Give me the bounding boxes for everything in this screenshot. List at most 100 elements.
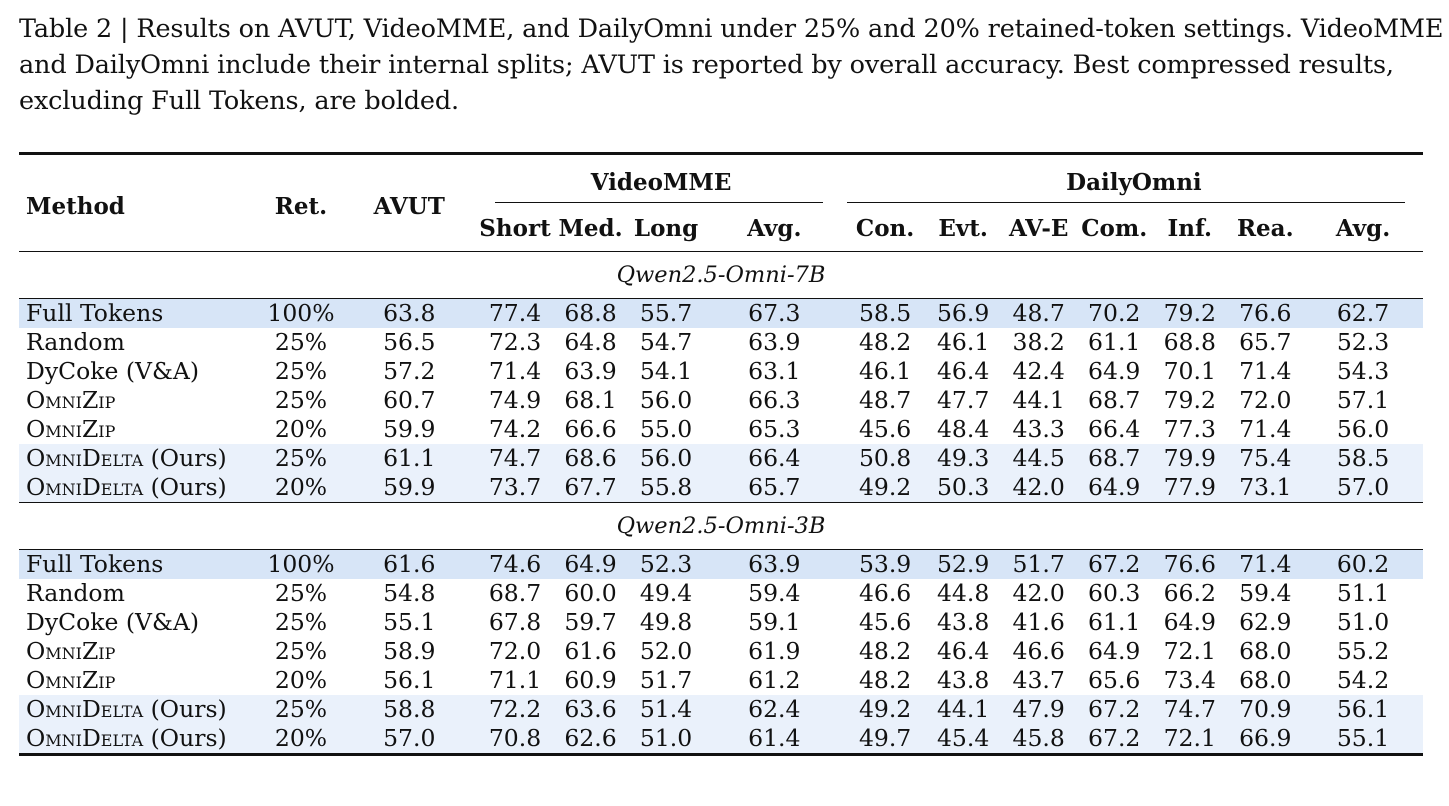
value-cell: 70.8 — [477, 724, 553, 755]
value-cell: 70.9 — [1227, 695, 1304, 724]
value-cell: 79.9 — [1151, 444, 1228, 473]
value-cell: 71.4 — [1239, 357, 1292, 385]
value-cell: 42.4 — [1012, 357, 1065, 385]
ret-cell: 100% — [260, 298, 342, 328]
value-cell: 62.9 — [1239, 608, 1292, 636]
value-cell: 65.7 — [1239, 328, 1292, 356]
value-cell: 70.2 — [1076, 298, 1152, 328]
value-cell: 54.2 — [1336, 666, 1390, 694]
dailyomni-label: DailyOmni — [1066, 169, 1202, 196]
value-cell: 49.2 — [844, 473, 926, 503]
value-cell: 72.0 — [488, 637, 542, 665]
value-cell: 47.9 — [1000, 695, 1077, 724]
method-cell: OmniZip — [19, 666, 261, 695]
value-cell: 75.4 — [1227, 444, 1304, 473]
ret-cell: 25% — [274, 357, 328, 385]
value-cell: 77.9 — [1151, 473, 1228, 503]
value-cell: 68.8 — [552, 298, 629, 328]
value-cell: 46.6 — [858, 579, 912, 607]
videomme-cmidrule — [495, 202, 823, 203]
value-cell: 43.8 — [936, 608, 990, 636]
method-cell: OmniDelta (Ours) — [19, 444, 261, 473]
value-cell: 55.1 — [383, 608, 436, 636]
table-caption: Table 2 | Results on AVUT, VideoMME, and… — [19, 11, 1443, 119]
value-cell: 60.0 — [564, 579, 617, 607]
value-cell: 67.3 — [703, 298, 845, 328]
value-cell: 50.3 — [925, 473, 1001, 503]
value-cell: 51.4 — [628, 695, 704, 724]
value-cell: 64.9 — [1163, 608, 1216, 636]
value-cell: 67.2 — [1076, 549, 1152, 579]
table-row: OmniZip 20% 56.1 71.1 60.9 51.7 61.2 48.2 43.8 43… — [19, 666, 1423, 695]
value-cell: 47.7 — [936, 386, 990, 414]
ret-cell: 25% — [274, 579, 328, 607]
value-cell: 76.6 — [1227, 298, 1304, 328]
value-cell: 48.4 — [936, 415, 990, 443]
dailyomni-cmidrule — [846, 202, 1405, 203]
value-cell: 44.5 — [1000, 444, 1077, 473]
ret-cell: 25% — [274, 328, 328, 356]
ret-cell: 25% — [260, 695, 342, 724]
value-cell: 51.1 — [1336, 579, 1390, 607]
value-cell: 74.6 — [477, 549, 553, 579]
value-cell: 41.6 — [1012, 608, 1065, 636]
value-cell: 73.1 — [1227, 473, 1304, 503]
header-row-columns: Short Med. Long Avg. Con. Evt. AV-E Com.… — [19, 205, 1423, 252]
table-row: Random 25% 54.8 68.7 60.0 49.4 59.4 46.6 44.8 42.… — [19, 579, 1423, 608]
value-cell: 43.7 — [1012, 666, 1065, 694]
table-row: DyCoke (V&A) 25% 57.2 71.4 63.9 54.1 63.1 46.1 4… — [19, 357, 1423, 386]
value-cell: 61.6 — [564, 637, 617, 665]
value-cell: 76.6 — [1151, 549, 1228, 579]
value-cell: 55.1 — [1303, 724, 1423, 755]
method-name: Random — [26, 328, 125, 356]
section-title: Qwen2.5-Omni-7B — [616, 262, 826, 288]
value-cell: 46.4 — [936, 637, 990, 665]
value-cell: 71.4 — [1227, 549, 1304, 579]
value-cell: 64.9 — [552, 549, 629, 579]
header-dailyomni-con: Con. — [855, 214, 915, 242]
value-cell: 74.7 — [1151, 695, 1228, 724]
value-cell: 45.8 — [1000, 724, 1077, 755]
value-cell: 62.6 — [552, 724, 629, 755]
value-cell: 66.4 — [1088, 415, 1141, 443]
ret-cell: 20% — [274, 415, 328, 443]
value-cell: 55.8 — [628, 473, 704, 503]
table-row: Full Tokens 100% 63.8 77.4 68.8 55.7 67.3 58.5 5… — [19, 298, 1423, 328]
value-cell: 67.2 — [1076, 724, 1152, 755]
header-videomme-short: Short — [479, 214, 551, 242]
ret-cell: 20% — [260, 473, 342, 503]
ret-cell: 25% — [274, 637, 328, 665]
value-cell: 46.4 — [936, 357, 990, 385]
value-cell: 44.1 — [925, 695, 1001, 724]
value-cell: 63.9 — [703, 549, 845, 579]
method-name: OmniDelta — [26, 444, 144, 472]
header-videomme-med: Med. — [558, 214, 623, 242]
value-cell: 63.9 — [564, 357, 617, 385]
value-cell: 46.1 — [936, 328, 990, 356]
ret-cell: 25% — [274, 608, 328, 636]
value-cell: 48.7 — [1000, 298, 1077, 328]
section-title: Qwen2.5-Omni-3B — [616, 513, 826, 539]
value-cell: 57.0 — [1303, 473, 1423, 503]
value-cell: 51.7 — [1000, 549, 1077, 579]
value-cell: 68.6 — [552, 444, 629, 473]
method-cell: OmniZip — [19, 637, 261, 666]
value-cell: 65.3 — [748, 415, 801, 443]
method-cell: Full Tokens — [19, 549, 261, 579]
value-cell: 65.7 — [703, 473, 845, 503]
value-cell: 64.8 — [564, 328, 617, 356]
header-ret: Ret. — [274, 192, 328, 220]
value-cell: 42.0 — [1012, 579, 1065, 607]
value-cell: 46.6 — [1012, 637, 1065, 665]
value-cell: 66.6 — [564, 415, 617, 443]
method-cell: OmniZip — [19, 415, 261, 444]
table-row: OmniZip 25% 60.7 74.9 68.1 56.0 66.3 48.7 47.7 44… — [19, 386, 1423, 415]
value-cell: 65.6 — [1088, 666, 1141, 694]
value-cell: 64.9 — [1076, 473, 1152, 503]
table-row: Full Tokens 100% 61.6 74.6 64.9 52.3 63.9 53.9 5… — [19, 549, 1423, 579]
method-cell: Random — [19, 328, 261, 357]
value-cell: 60.2 — [1303, 549, 1423, 579]
value-cell: 62.7 — [1303, 298, 1423, 328]
method-name: Full Tokens — [26, 550, 164, 578]
method-cell: OmniDelta (Ours) — [19, 473, 261, 503]
